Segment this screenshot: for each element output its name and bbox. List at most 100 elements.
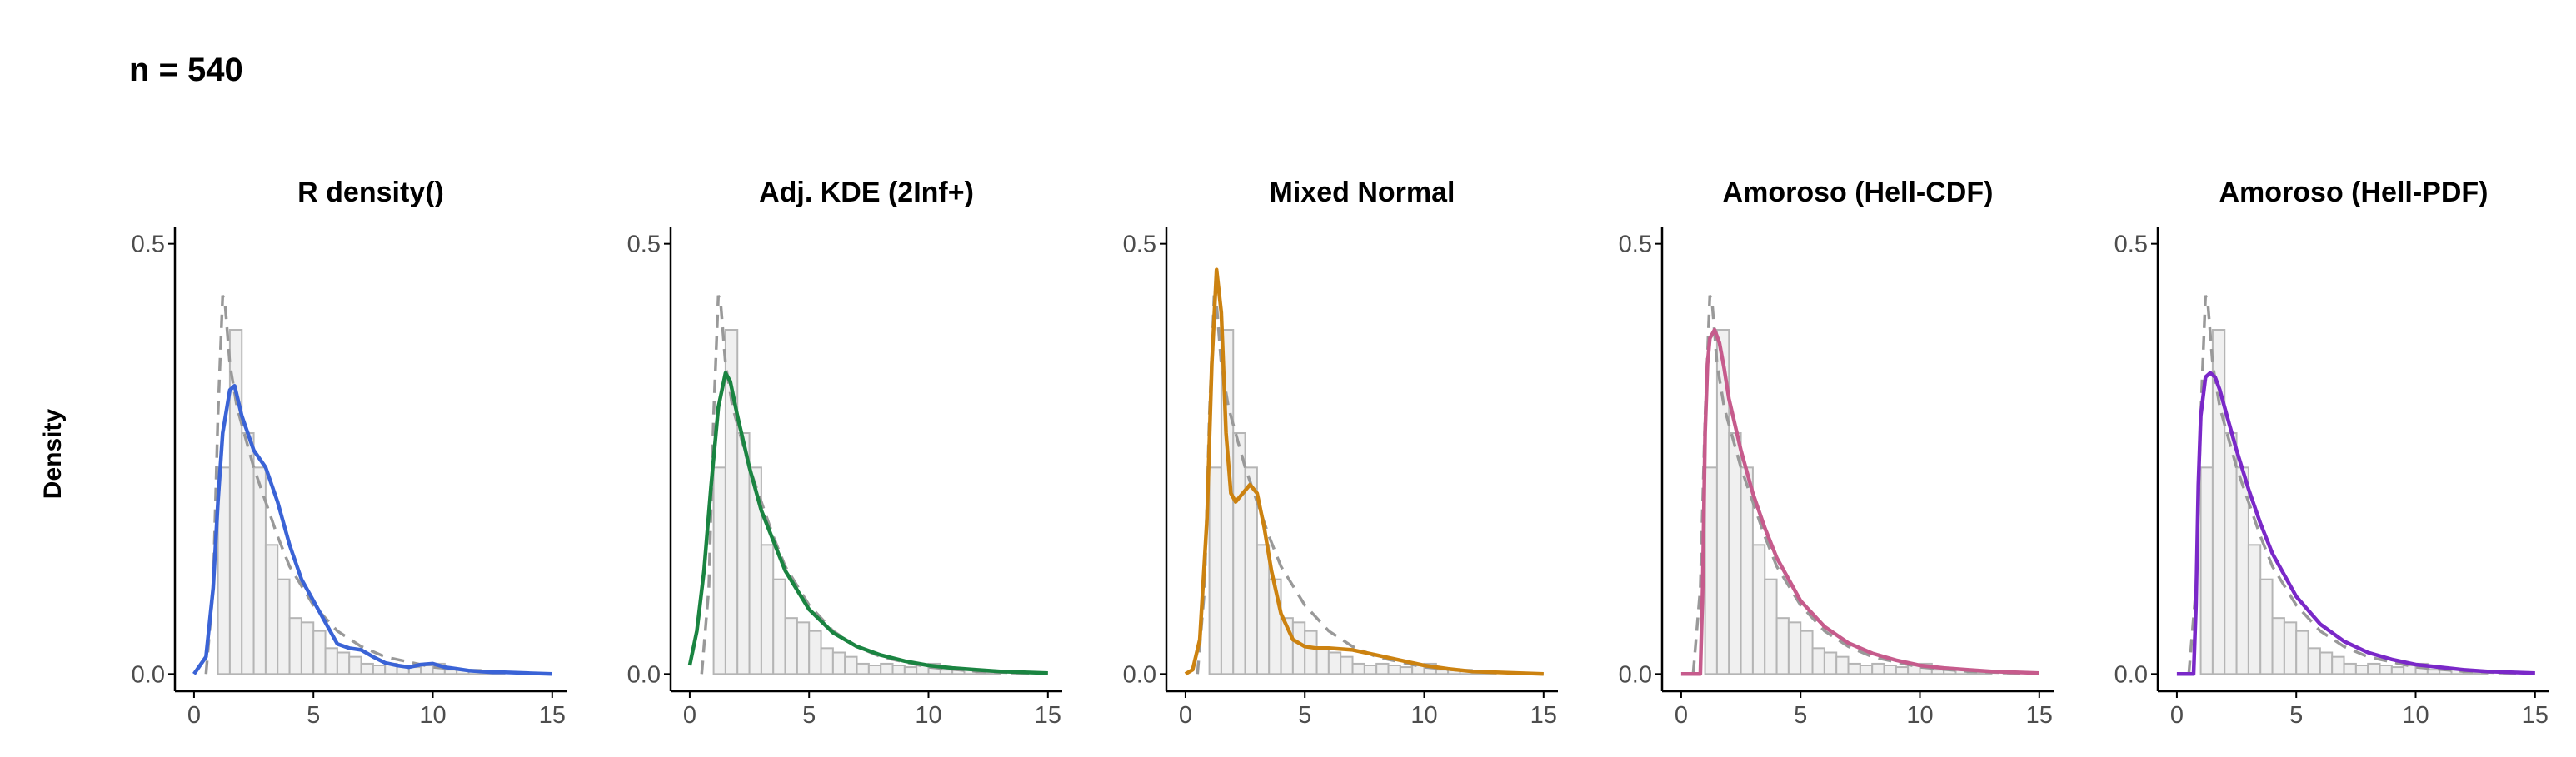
panel-title: Adj. KDE (2Inf+) [759, 177, 974, 208]
histogram-bar [1859, 665, 1874, 675]
histogram-bar [2247, 544, 2262, 675]
histogram-bar [1895, 666, 1910, 675]
panel-5: Amoroso (Hell-PDF) 0 5 10 15 0.0 0.5 [2114, 177, 2549, 729]
panel-title: Mixed Normal [1270, 177, 1455, 208]
histogram-bar [324, 647, 338, 675]
histogram-bar [2224, 432, 2238, 675]
histogram-bar [1883, 665, 1897, 675]
histogram-bar [1871, 662, 1885, 675]
histogram-bar [880, 662, 894, 675]
x-tick-label: 0 [1179, 702, 1192, 729]
histogram-bar [1764, 578, 1778, 675]
histogram-bar [712, 466, 726, 675]
x-tick-label: 15 [2026, 702, 2053, 729]
histogram-bar [1728, 432, 1742, 675]
histogram-bar [796, 621, 811, 675]
histogram-bar [1847, 662, 1861, 675]
reference-curve-dashed [2187, 295, 2535, 676]
x-tick-label: 10 [2402, 702, 2429, 729]
y-tick-label: 0.0 [1619, 661, 1652, 688]
histogram-bar [2295, 630, 2309, 675]
histogram-bar [420, 665, 434, 675]
histogram-bar [2331, 655, 2345, 675]
y-tick-label: 0.5 [627, 232, 661, 258]
histogram-bar [348, 655, 362, 675]
x-tick-label: 0 [2170, 702, 2184, 729]
reference-curve-dashed [204, 295, 552, 676]
histogram-bar [336, 651, 351, 675]
histogram-bar [1787, 621, 1802, 675]
histogram-bar [772, 578, 786, 675]
histogram-bar [891, 665, 906, 675]
fitted-density-curve [1184, 267, 1544, 676]
histogram-bar [1291, 621, 1306, 675]
fitted-density-curve [192, 383, 552, 676]
histogram-bar [277, 578, 291, 675]
histogram-bar [2403, 665, 2417, 675]
x-tick-label: 15 [539, 702, 566, 729]
x-tick-label: 5 [1298, 702, 1311, 729]
histogram-bar [2354, 665, 2369, 675]
histogram-bar [2199, 466, 2214, 675]
histogram-bar [288, 617, 302, 675]
histogram-bar [1775, 617, 1790, 675]
histogram-bar [1800, 630, 1814, 675]
histogram-bar [1315, 647, 1330, 675]
y-tick-label: 0.5 [132, 232, 165, 258]
x-tick-label: 15 [2522, 702, 2549, 729]
histogram-bar [903, 666, 918, 675]
histogram-bar [2319, 651, 2334, 675]
histogram-bar [939, 669, 954, 675]
x-tick-label: 10 [915, 702, 941, 729]
panel-1: R density() 0 5 10 15 0.0 0.5 [132, 177, 567, 729]
x-tick-label: 10 [419, 702, 446, 729]
panel-title: R density() [297, 177, 444, 208]
histogram-bar [736, 432, 751, 675]
y-tick-label: 0.5 [1619, 232, 1652, 258]
histogram-bar [1835, 655, 1850, 675]
x-tick-label: 0 [683, 702, 696, 729]
histogram-bar [2283, 621, 2298, 675]
reference-curve-dashed [700, 295, 1048, 676]
histogram-bar [2343, 662, 2357, 675]
histogram-bar [2271, 617, 2285, 675]
histogram-bar [1399, 666, 1414, 675]
x-tick-label: 0 [1675, 702, 1688, 729]
histogram-bar [2367, 662, 2381, 675]
histogram-bar [2259, 578, 2274, 675]
histogram-bar [1340, 655, 1354, 675]
histogram-bar [1208, 466, 1222, 675]
histogram-bar [1823, 651, 1838, 675]
x-tick-label: 5 [1794, 702, 1807, 729]
panel-3: Mixed Normal 0 5 10 15 0.0 0.5 [1123, 177, 1558, 729]
histogram-bar [2379, 665, 2393, 675]
histogram-bar [241, 432, 255, 675]
y-tick-label: 0.0 [627, 661, 661, 688]
x-tick-label: 5 [2289, 702, 2303, 729]
histogram-bar [1256, 544, 1271, 675]
histogram-bar [1375, 662, 1390, 675]
fitted-density-curve [1680, 327, 2039, 676]
histogram-bar [1704, 466, 1718, 675]
histogram-bar [1363, 665, 1378, 675]
x-tick-label: 15 [1530, 702, 1557, 729]
x-tick-label: 10 [1410, 702, 1437, 729]
histogram-bar [831, 651, 846, 675]
histogram-bar [264, 544, 279, 675]
y-tick-label: 0.5 [1123, 232, 1156, 258]
histogram-bar [844, 655, 858, 675]
figure-title: n = 540 [129, 52, 243, 88]
histogram-bar [784, 617, 798, 675]
x-tick-label: 5 [307, 702, 320, 729]
histogram-bar [372, 665, 387, 675]
histogram-bar [1751, 544, 1766, 675]
panel-4: Amoroso (Hell-CDF) 0 5 10 15 0.0 0.5 [1619, 177, 2054, 729]
fitted-density-curve [687, 371, 1048, 675]
y-tick-label: 0.0 [132, 661, 165, 688]
histogram-bar [1351, 662, 1365, 675]
x-tick-label: 15 [1035, 702, 1061, 729]
histogram-bar [867, 665, 882, 675]
histogram-bar [360, 662, 374, 675]
histogram-bar [2390, 666, 2405, 675]
